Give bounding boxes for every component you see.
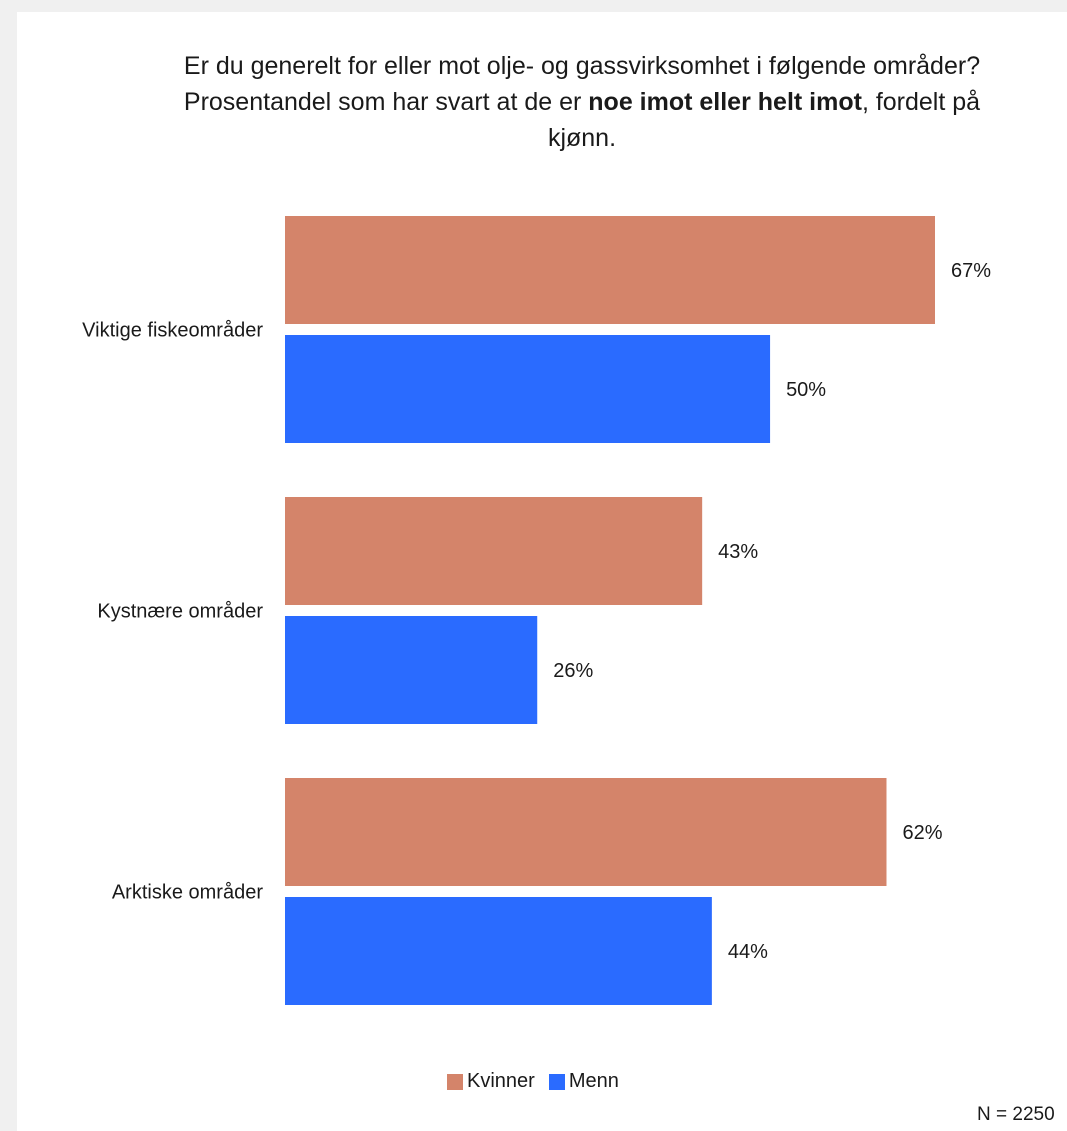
title-part1: Er du generelt for eller mot olje- og ga… xyxy=(183,52,981,116)
legend-label-menn: Menn xyxy=(568,1070,619,1092)
bar-chart: Viktige fiskeområder 67% 50% Kystnære områd… xyxy=(82,216,991,1005)
bar-kvinner-arktiske-omrader xyxy=(285,778,887,886)
legend-swatch-kvinner xyxy=(447,1073,463,1090)
category-label-arktiske-omrader: Arktiske områder xyxy=(112,882,263,904)
value-label-menn-kystnaere-omrader: 26% xyxy=(553,660,593,682)
value-label-kvinner-kystnaere-omrader: 43% xyxy=(718,541,758,563)
chart-card: Er du generelt for eller mot olje- og ga… xyxy=(17,12,1067,1131)
legend: Kvinner Menn xyxy=(447,1070,633,1093)
legend-item-kvinner: Kvinner xyxy=(447,1070,535,1093)
value-label-menn-arktiske-omrader: 44% xyxy=(728,941,768,963)
title-part2: , fordelt på kjønn. xyxy=(547,88,981,152)
legend-label-kvinner: Kvinner xyxy=(467,1070,535,1092)
category-label-kystnaere-omrader: Kystnære områder xyxy=(97,601,263,623)
category-label-viktige-fiskeomrader: Viktige fiskeområder xyxy=(82,320,263,342)
value-label-kvinner-viktige-fiskeomrader: 67% xyxy=(951,260,991,282)
bar-menn-arktiske-omrader xyxy=(285,897,712,1005)
value-label-menn-viktige-fiskeomrader: 50% xyxy=(786,379,826,401)
chart-title: Er du generelt for eller mot olje- og ga… xyxy=(147,48,1017,156)
legend-item-menn: Menn xyxy=(548,1070,619,1093)
bar-menn-kystnaere-omrader xyxy=(285,616,538,724)
bar-kvinner-viktige-fiskeomrader xyxy=(285,216,935,324)
legend-swatch-menn xyxy=(548,1073,565,1090)
bar-kvinner-kystnaere-omrader xyxy=(285,497,703,605)
sample-size-note: N = 2250 xyxy=(977,1104,1055,1125)
bar-menn-viktige-fiskeomrader xyxy=(285,335,771,443)
value-label-kvinner-arktiske-omrader: 62% xyxy=(902,822,942,844)
title-bold: noe imot eller helt imot xyxy=(588,88,862,116)
